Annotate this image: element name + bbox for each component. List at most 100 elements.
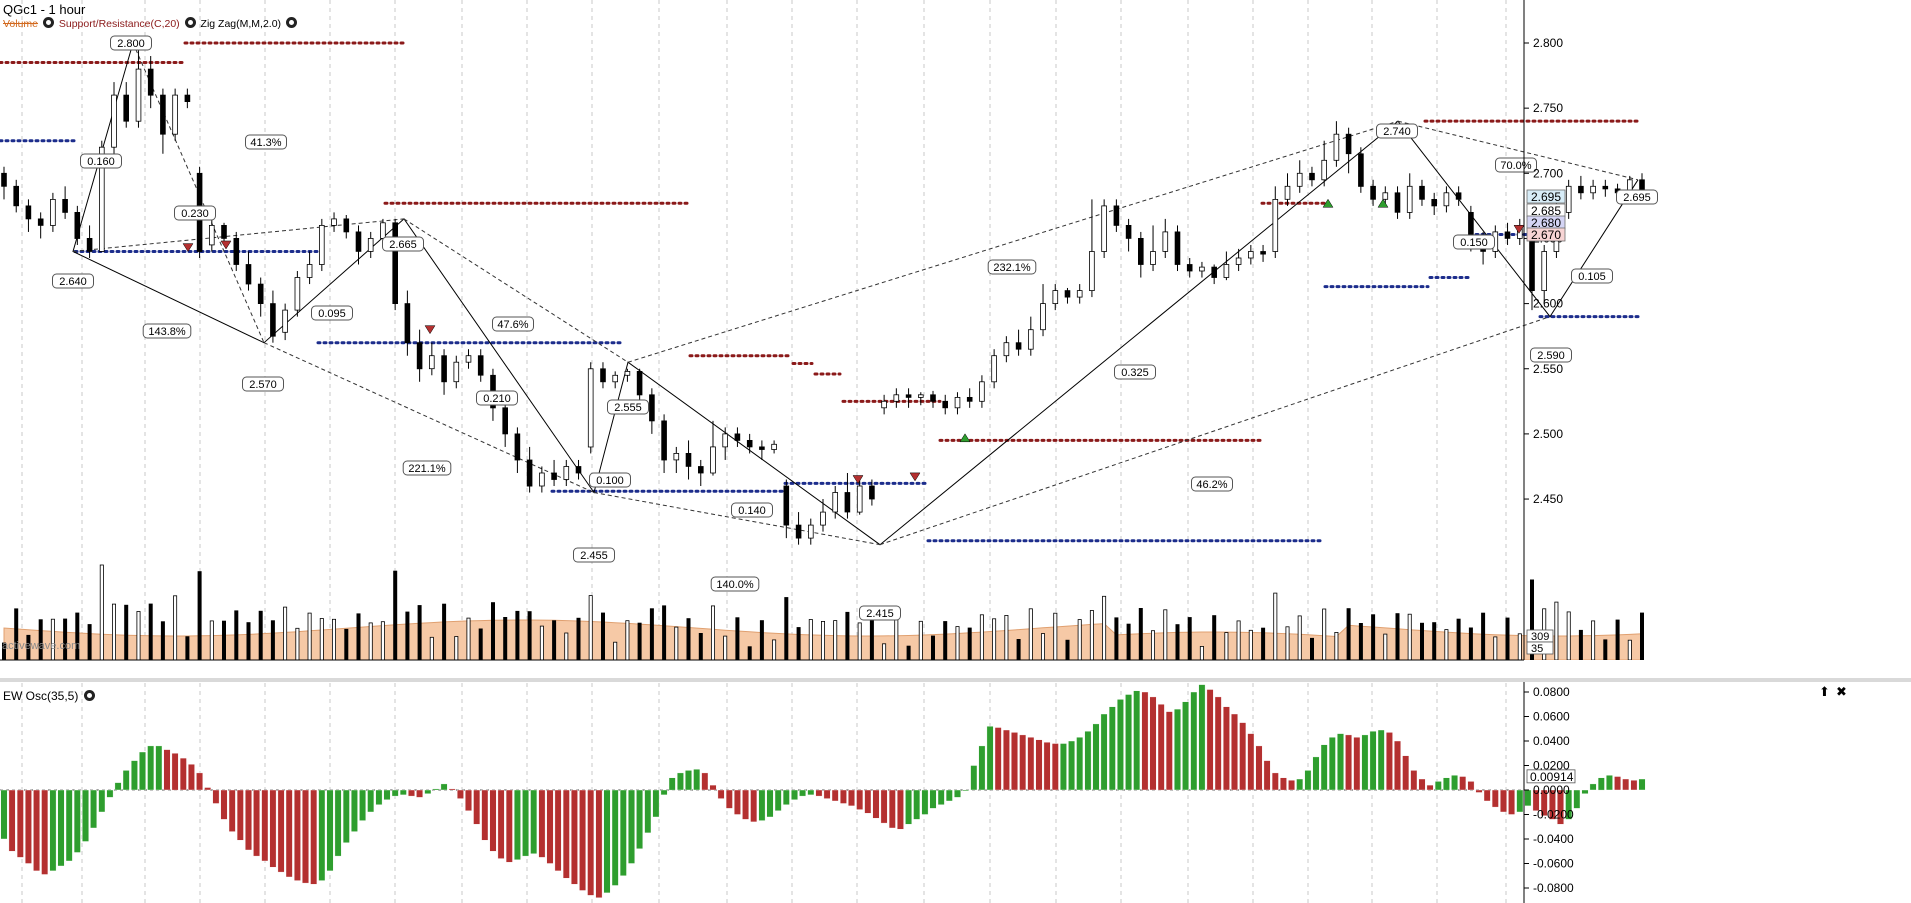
oscillator-bar xyxy=(1548,789,1556,820)
close-icon[interactable]: ✖ xyxy=(1836,685,1847,700)
oscillator-bar xyxy=(514,789,521,861)
oscillator-bar xyxy=(98,789,106,813)
ratio-label-box xyxy=(245,134,287,150)
oscillator-bar xyxy=(1100,713,1108,791)
candle xyxy=(1015,342,1022,350)
oscillator-bar xyxy=(725,789,733,809)
candle xyxy=(1040,303,1046,331)
volume-bar xyxy=(1297,615,1302,661)
oscillator-bar xyxy=(41,789,49,875)
panel-arrow-icon[interactable]: ⬆ xyxy=(1819,685,1830,700)
sell-signal-icon xyxy=(909,472,921,482)
osc-tick-label: 0.0000 xyxy=(1533,783,1570,797)
oscillator-bar xyxy=(693,769,701,791)
candle xyxy=(306,264,313,278)
gear-icon[interactable] xyxy=(184,17,196,28)
volume-label[interactable]: Volume xyxy=(3,18,39,30)
volume-bar xyxy=(1310,637,1315,661)
swing-size-label-box xyxy=(174,205,216,221)
indicator-legend: Volume Support/Resistance(C,20) Zig Zag(… xyxy=(3,17,299,30)
volume-bar xyxy=(490,602,495,661)
oscillator-bar xyxy=(1027,737,1035,791)
oscillator-bar xyxy=(310,789,318,885)
oscillator-bar xyxy=(171,753,179,791)
oscillator-bar xyxy=(538,789,546,858)
swing-size-label-box xyxy=(80,153,122,169)
volume-bar xyxy=(588,595,593,661)
oscillator-title[interactable]: EW Osc(35,5) xyxy=(3,689,79,703)
oscillator-bar xyxy=(1059,743,1067,791)
candle xyxy=(318,224,325,265)
candle xyxy=(453,361,460,383)
zigzag-price-label-box xyxy=(1616,189,1658,205)
gear-icon[interactable] xyxy=(285,17,297,28)
oscillator-bar xyxy=(921,789,929,815)
oscillator-bar xyxy=(644,789,652,834)
candle xyxy=(1321,159,1328,181)
oscillator-bar xyxy=(848,789,855,807)
ratio-label-box xyxy=(142,323,192,339)
oscillator-bar xyxy=(677,772,684,791)
oscillator-bar xyxy=(782,789,790,805)
oscillator-bar xyxy=(90,789,98,829)
gear-icon[interactable] xyxy=(42,17,54,28)
oscillator-bar xyxy=(16,789,24,858)
candle xyxy=(1394,192,1401,213)
oscillator-bar xyxy=(880,789,888,824)
zigzag-price-label: 2.665 xyxy=(389,239,417,251)
oscillator-bar xyxy=(937,789,945,805)
candle xyxy=(869,485,875,500)
volume-bar xyxy=(1591,620,1596,661)
zigzag-label[interactable]: Zig Zag(M,M,2.0) xyxy=(200,18,282,30)
candle xyxy=(1309,172,1315,181)
support-resistance-label[interactable]: Support/Resistance(C,20) xyxy=(58,18,180,30)
oscillator-bar xyxy=(147,745,155,791)
oscillator-bar xyxy=(1597,777,1605,791)
zigzag-line xyxy=(72,42,1639,546)
volume-bar xyxy=(625,620,630,661)
oscillator-bar xyxy=(1614,776,1622,791)
volume-bar xyxy=(283,606,288,661)
volume-bar xyxy=(1261,627,1266,661)
zigzag-ratio-line xyxy=(879,316,1551,546)
zigzag-price-label-box xyxy=(573,547,615,563)
oscillator-bar xyxy=(497,789,505,859)
osc-tick-label: 0.0200 xyxy=(1533,759,1570,773)
candle xyxy=(343,218,350,233)
oscillator-bar xyxy=(367,789,375,813)
oscillator-bar xyxy=(383,789,391,801)
candle xyxy=(1333,133,1340,161)
oscillator-bar xyxy=(856,789,864,810)
osc-tick-label: -0.0800 xyxy=(1533,881,1574,895)
candle xyxy=(685,452,692,467)
zigzag-price-label: 2.695 xyxy=(1623,192,1651,204)
oscillator-bar xyxy=(815,789,823,797)
volume-bar xyxy=(649,608,654,661)
oscillator-bar xyxy=(766,789,774,818)
ratio-label-box xyxy=(987,259,1037,275)
volume-bar xyxy=(442,603,447,661)
zigzag-price-label: 2.740 xyxy=(1383,126,1411,138)
swing-size-label-box xyxy=(1453,234,1495,250)
candle xyxy=(270,303,276,337)
volume-bar xyxy=(674,626,679,661)
oscillator-bar xyxy=(1328,737,1336,791)
candle xyxy=(1455,192,1462,200)
candle xyxy=(514,433,521,461)
candle xyxy=(367,237,374,252)
candle xyxy=(1370,185,1376,200)
volume-bar xyxy=(1212,615,1217,661)
ratio-label: 232.1% xyxy=(993,262,1031,274)
oscillator-bar xyxy=(1304,770,1312,791)
oscillator-bar xyxy=(1239,722,1247,791)
oscillator-bar xyxy=(579,789,587,891)
oscillator-bar xyxy=(1508,789,1516,815)
oscillator-bar xyxy=(872,789,880,819)
candle xyxy=(734,433,741,441)
candle xyxy=(636,370,643,396)
gear-icon[interactable] xyxy=(83,690,95,701)
oscillator-bar xyxy=(481,789,489,841)
volume-bar xyxy=(1627,639,1632,661)
candle xyxy=(1260,251,1266,255)
ratio-label-box xyxy=(1495,157,1537,173)
